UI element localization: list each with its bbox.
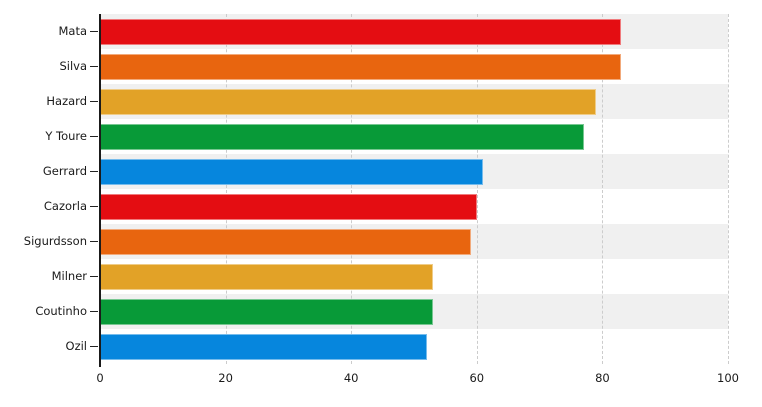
plot-area (100, 14, 729, 364)
y-tick-label-y-toure: Y Toure (45, 129, 87, 143)
bar-ozil (100, 333, 427, 360)
y-tick-label-coutinho: Coutinho (35, 304, 87, 318)
y-tick-label-mata: Mata (58, 24, 87, 38)
bar-milner (100, 263, 433, 290)
bar-gerrard (100, 158, 484, 185)
gridline-x-80 (602, 14, 604, 364)
x-tick-label-100: 100 (717, 371, 739, 385)
y-tick-mark-7 (90, 275, 98, 278)
gridline-x-40 (351, 14, 353, 364)
gridline-x-20 (225, 14, 227, 364)
y-tick-label-milner: Milner (51, 269, 87, 283)
y-tick-label-hazard: Hazard (46, 94, 87, 108)
bar-silva (100, 53, 622, 80)
bar-y-toure (100, 123, 584, 150)
x-tick-label-80: 80 (595, 371, 610, 385)
y-tick-label-ozil: Ozil (65, 339, 87, 353)
y-tick-mark-5 (90, 205, 98, 208)
y-tick-label-gerrard: Gerrard (42, 164, 87, 178)
x-tick-label-40: 40 (343, 371, 359, 385)
x-tick-label-0: 0 (96, 371, 104, 385)
x-tick-label-60: 60 (469, 371, 485, 385)
y-tick-mark-9 (90, 345, 98, 348)
y-tick-mark-4 (90, 170, 98, 173)
gridline-x-60 (476, 14, 478, 364)
y-tick-label-cazorla: Cazorla (43, 199, 87, 213)
bar-cazorla (100, 193, 477, 220)
y-tick-label-silva: Silva (59, 59, 87, 73)
bar-mata (100, 18, 622, 45)
gridline-x-100 (728, 14, 729, 364)
x-tick-label-20: 20 (218, 371, 233, 385)
bar-coutinho (100, 298, 433, 325)
y-axis-line (99, 14, 101, 367)
y-tick-mark-8 (90, 310, 98, 313)
y-tick-mark-1 (90, 65, 98, 68)
y-tick-label-sigurdsson: Sigurdsson (23, 234, 87, 248)
y-tick-mark-6 (90, 240, 98, 243)
y-tick-mark-0 (90, 30, 98, 33)
y-tick-mark-2 (90, 100, 98, 103)
bar-sigurdsson (100, 228, 471, 255)
bar-hazard (100, 88, 597, 115)
y-tick-mark-3 (90, 135, 98, 138)
